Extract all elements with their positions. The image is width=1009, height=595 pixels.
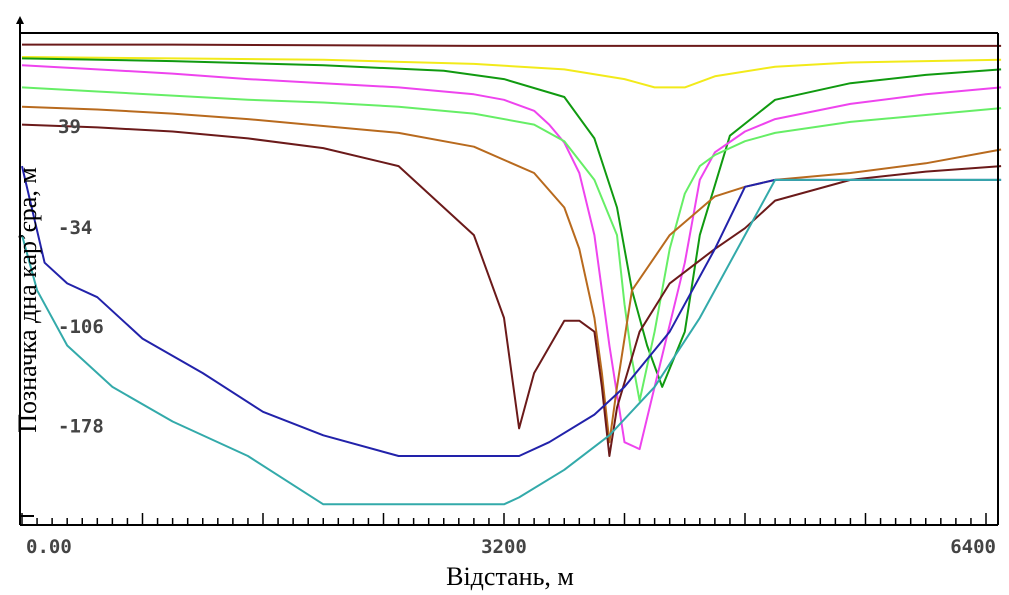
y-tick-label: -34 [58, 217, 92, 239]
y-tick-label: -178 [58, 416, 104, 438]
series-line-5 [21, 86, 1002, 402]
x-tick-label: 0.00 [26, 536, 72, 558]
y-tick-label: 39 [58, 116, 81, 138]
x-axis-title: Відстань, м [446, 562, 574, 591]
y-axis-title: Позначка дна кар’єра, м [13, 167, 42, 433]
x-tick-label: 6400 [950, 536, 996, 558]
ticks-layer: 0.00 3200 6400 39 -34 -106 -178 [21, 116, 996, 558]
series-line-3 [21, 57, 1002, 388]
series-line-6 [21, 105, 1002, 444]
series-line-4 [21, 64, 1002, 451]
series-line-2 [21, 56, 1002, 89]
axes-layer [16, 16, 999, 526]
y-axis-arrow-icon [16, 16, 24, 24]
series-line-7 [21, 123, 1002, 457]
series-layer [21, 43, 1002, 506]
series-line-1 [22, 43, 1002, 47]
x-tick-label: 3200 [481, 536, 527, 558]
series-line-8 [21, 165, 1002, 457]
y-tick-label: -106 [58, 316, 104, 338]
series-line-9 [21, 178, 1002, 506]
